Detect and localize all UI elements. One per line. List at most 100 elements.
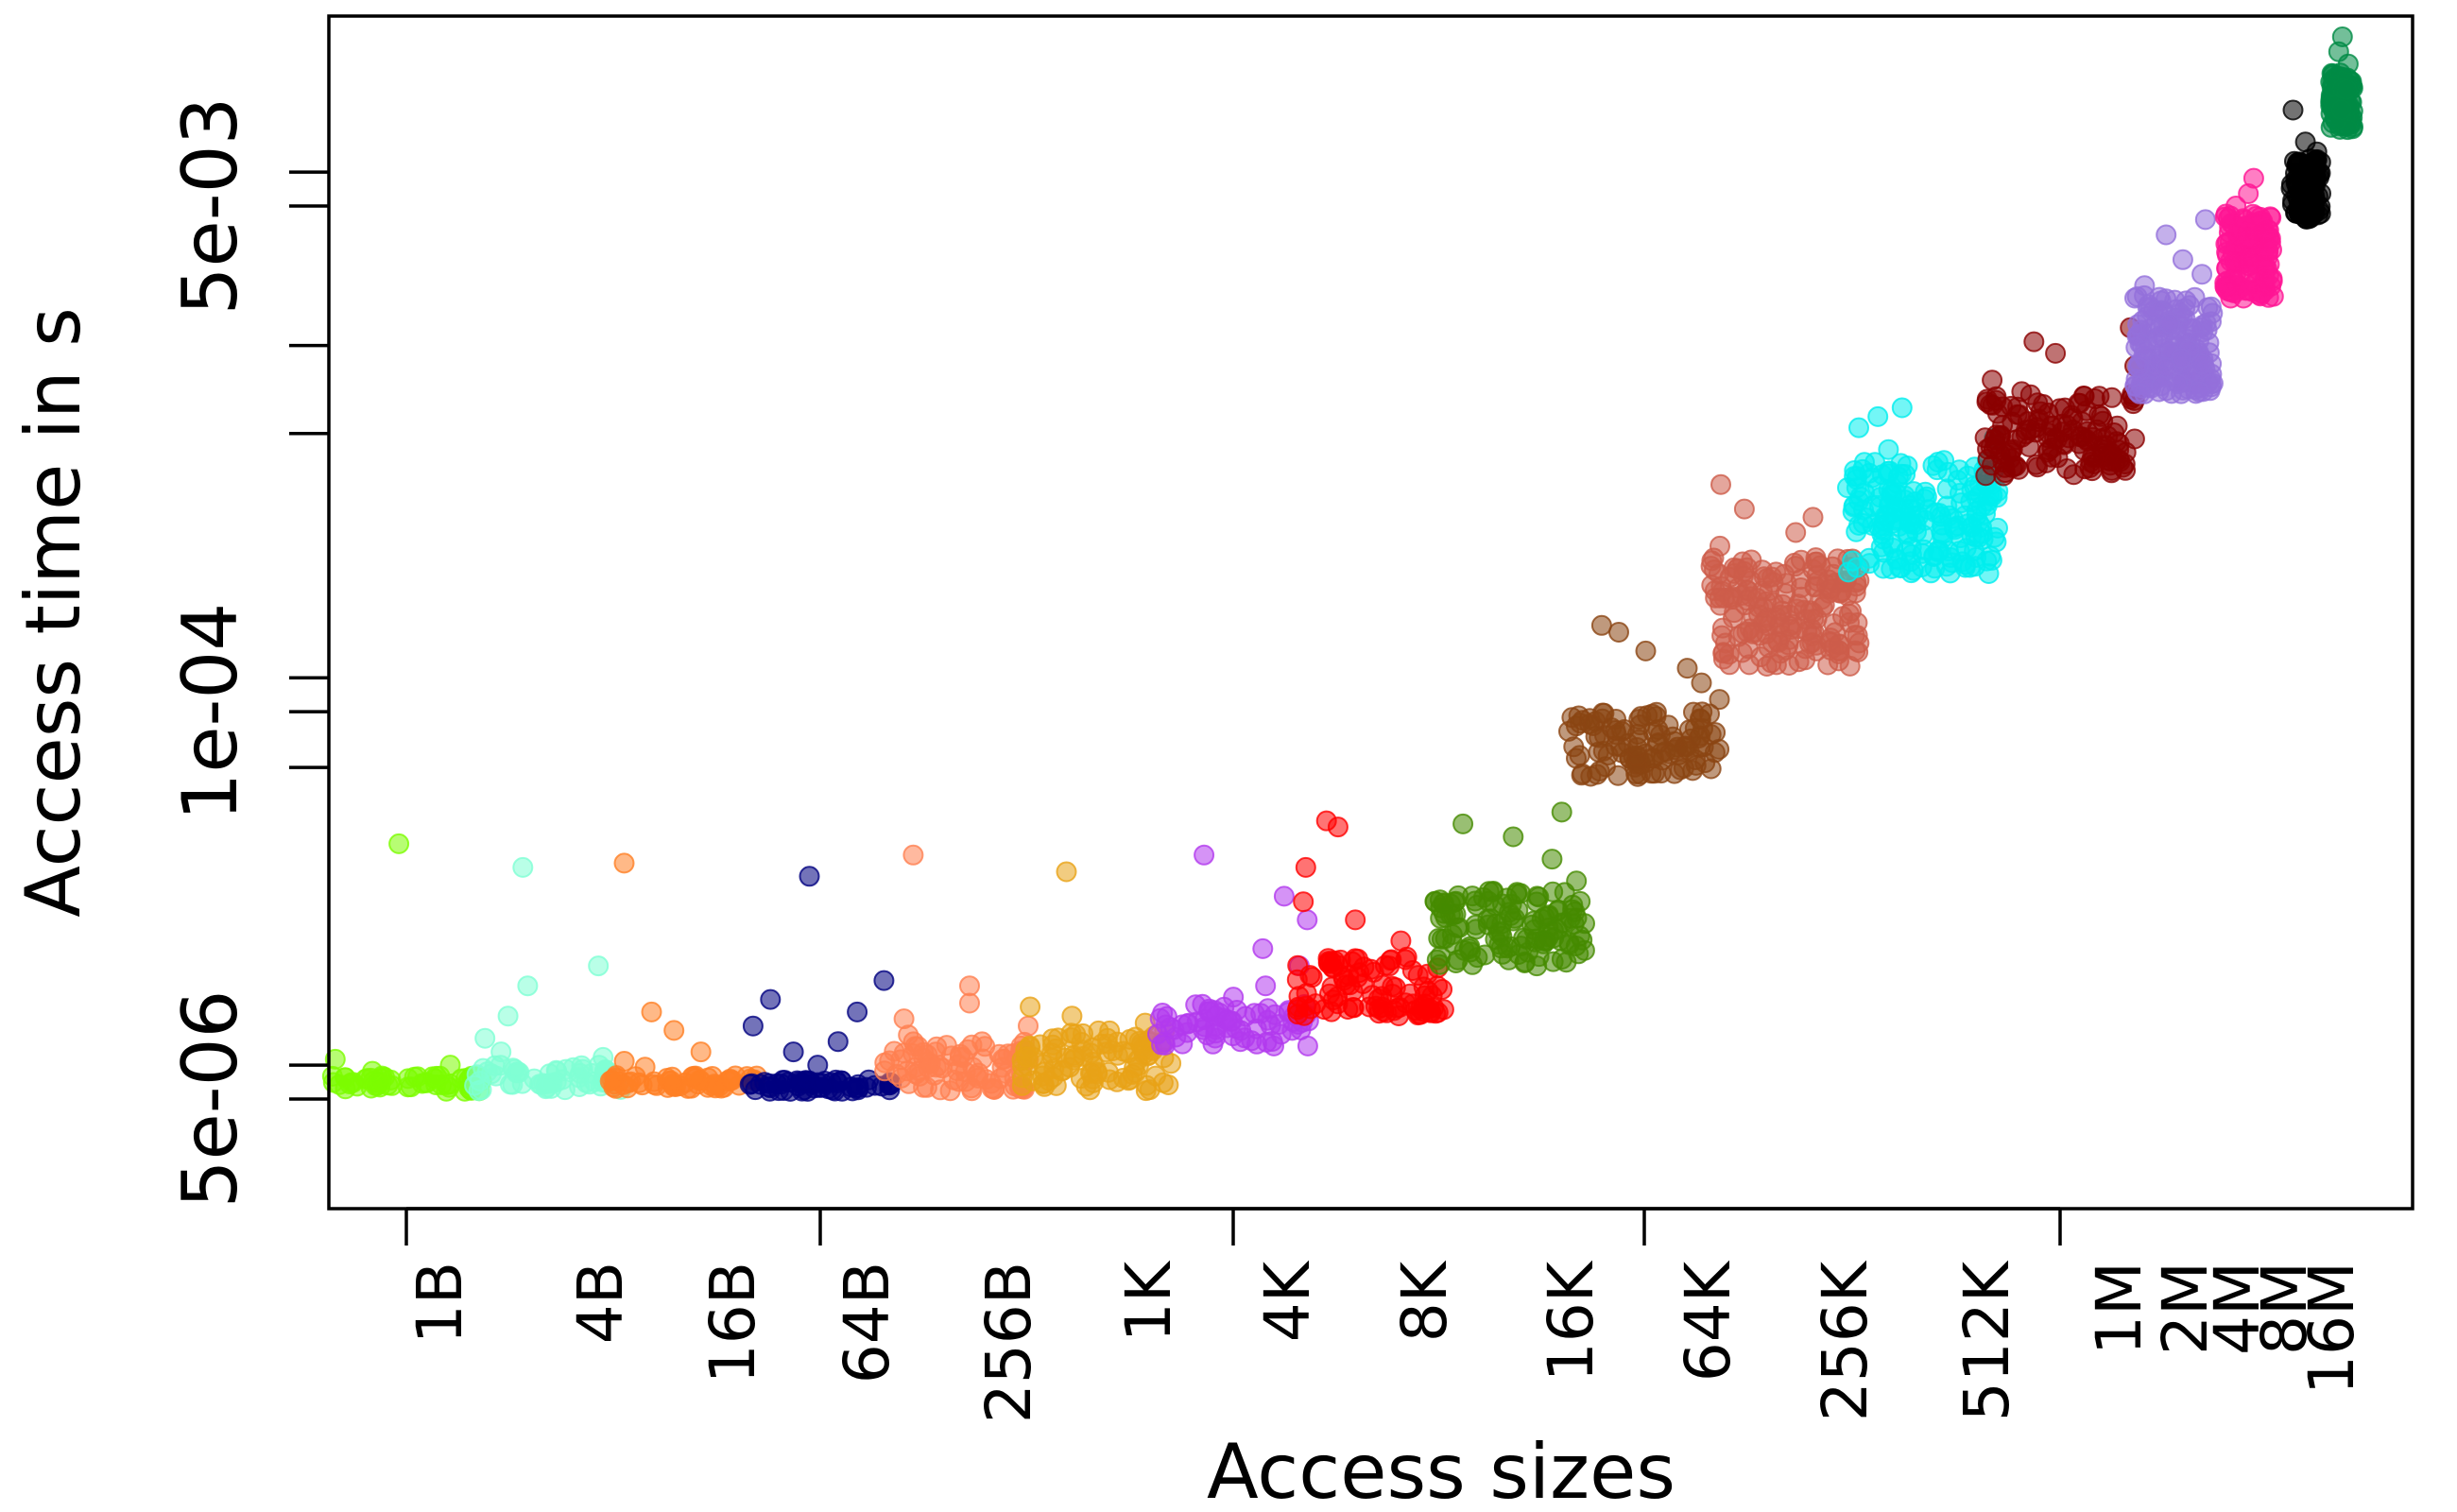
data-point (1975, 465, 1997, 487)
data-point (2221, 281, 2242, 302)
data-point (1806, 565, 1828, 587)
data-point (1937, 461, 1959, 483)
outlier-point (1293, 891, 1314, 913)
outlier-point (388, 833, 410, 854)
outlier-point (1848, 417, 1869, 438)
outlier-point (1061, 1005, 1083, 1027)
data-point (2147, 301, 2169, 322)
data-point (1554, 913, 1575, 935)
outlier-point (959, 975, 980, 997)
data-point (2257, 247, 2278, 267)
data-point (1033, 1073, 1055, 1094)
data-point (2025, 454, 2047, 475)
outlier-point (2172, 249, 2193, 270)
x-tick-label: 1B (404, 1262, 476, 1344)
data-point (1981, 549, 2002, 571)
outlier-point (1590, 614, 1612, 636)
outlier-point (588, 955, 610, 977)
x-tick-label: 256K (1809, 1260, 1881, 1421)
outlier-point (1295, 856, 1316, 878)
data-point (1829, 634, 1850, 656)
data-point (1974, 427, 1996, 449)
data-point (1886, 509, 1907, 531)
outlier-point (1194, 844, 1215, 866)
data-point (1230, 1020, 1252, 1041)
data-point (2068, 392, 2089, 414)
data-point (811, 1076, 833, 1098)
outlier-point (1252, 937, 1274, 959)
data-point (1177, 1012, 1199, 1034)
outlier-point (439, 1055, 461, 1076)
data-point (2189, 381, 2210, 403)
data-point (1043, 1058, 1065, 1080)
outlier-point (1710, 473, 1731, 495)
data-point (1465, 919, 1486, 940)
data-point (644, 1074, 665, 1095)
data-point (1107, 1071, 1127, 1092)
data-point (1878, 479, 1899, 501)
x-tick-label: 64K (1672, 1260, 1744, 1382)
outlier-point (641, 1001, 662, 1022)
outlier-point (827, 1031, 849, 1053)
outlier-point (1541, 849, 1563, 870)
data-point (1931, 506, 1952, 527)
outlier-point (1452, 813, 1474, 834)
data-point (1288, 986, 1310, 1007)
data-point (1572, 929, 1593, 951)
data-point (1611, 720, 1633, 742)
data-point (1582, 715, 1604, 736)
data-point (961, 1034, 983, 1056)
data-point (1889, 557, 1911, 578)
data-point (1514, 951, 1536, 972)
outlier-point (2023, 331, 2045, 352)
outlier-point (1551, 801, 1572, 823)
data-point (1790, 577, 1812, 598)
y-tick-label: 5e-06 (166, 990, 254, 1209)
data-point (2336, 78, 2358, 100)
data-point (1561, 707, 1583, 729)
data-point (2289, 203, 2311, 225)
data-point (2001, 395, 2022, 417)
data-point (1297, 1035, 1318, 1057)
outlier-point (1982, 369, 2003, 391)
data-point (1199, 1001, 1220, 1022)
data-point (1923, 546, 1945, 567)
data-point (397, 1076, 419, 1098)
outlier-point (1503, 826, 1524, 848)
outlier-point (1056, 861, 1077, 883)
data-point (1270, 1023, 1292, 1045)
data-point (466, 1064, 488, 1086)
data-point (1709, 587, 1730, 609)
outlier-point (1315, 810, 1337, 832)
data-point (485, 1065, 507, 1087)
data-point (1453, 939, 1475, 961)
data-point (2053, 434, 2075, 455)
data-point (2128, 357, 2149, 379)
data-point (1572, 763, 1593, 784)
outlier-point (2156, 224, 2177, 246)
data-point (1360, 958, 1382, 980)
data-point (2239, 251, 2260, 273)
outlier-point (1297, 909, 1318, 931)
data-point (705, 1077, 727, 1099)
data-point (1294, 1005, 1315, 1026)
data-point (541, 1073, 563, 1094)
outlier-point (760, 988, 782, 1010)
data-point (1160, 1053, 1182, 1074)
data-point (562, 1057, 584, 1078)
data-point (1421, 985, 1443, 1006)
data-point (1746, 588, 1768, 609)
data-point (1854, 452, 1875, 473)
x-tick-label: 2M (2149, 1262, 2222, 1355)
x-tick-label: 256B (972, 1262, 1045, 1423)
data-point (1125, 1026, 1146, 1048)
outlier-point (959, 992, 980, 1014)
x-tick-label: 4B (564, 1262, 637, 1344)
data-points (321, 26, 2363, 1102)
data-point (2159, 313, 2181, 335)
data-point (1689, 728, 1710, 748)
data-point (1017, 1046, 1039, 1068)
x-tick-label: 1M (2083, 1262, 2156, 1355)
data-point (1712, 648, 1734, 670)
